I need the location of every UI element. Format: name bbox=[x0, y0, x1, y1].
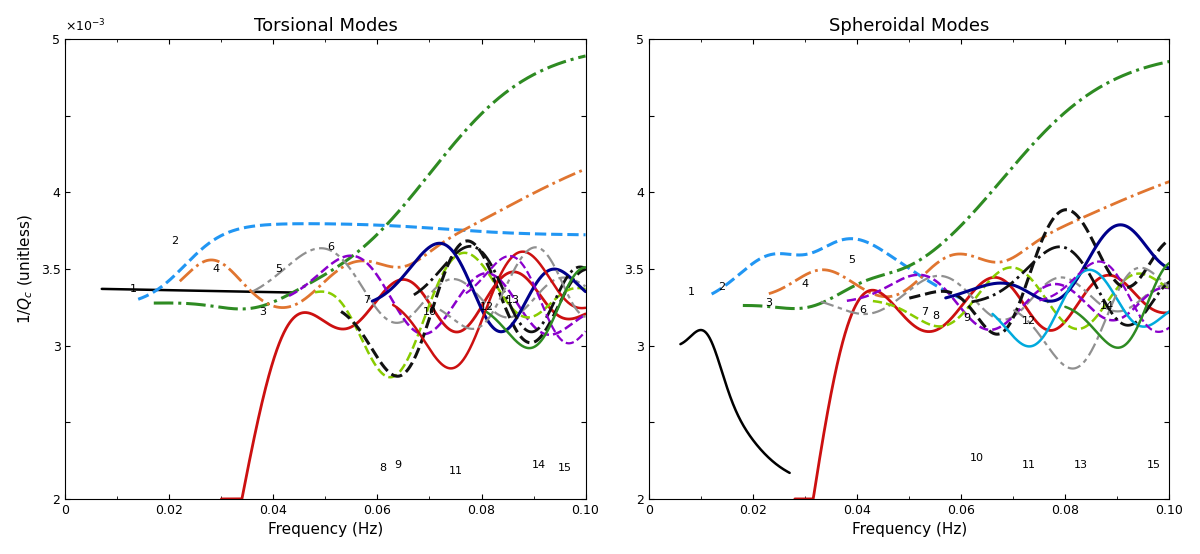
Text: 6: 6 bbox=[859, 305, 866, 315]
Text: 15: 15 bbox=[1147, 460, 1160, 470]
Text: 2: 2 bbox=[172, 237, 178, 247]
Title: Spheroidal Modes: Spheroidal Modes bbox=[829, 17, 990, 35]
Title: Torsional Modes: Torsional Modes bbox=[253, 17, 397, 35]
Text: 13: 13 bbox=[1074, 460, 1088, 470]
Text: 10: 10 bbox=[422, 307, 437, 317]
Text: 5: 5 bbox=[848, 255, 856, 265]
Text: 4: 4 bbox=[212, 264, 220, 274]
Text: 7: 7 bbox=[364, 295, 371, 305]
Text: 3: 3 bbox=[259, 307, 266, 317]
Text: 11: 11 bbox=[1022, 460, 1036, 470]
Text: 14: 14 bbox=[532, 460, 546, 470]
Text: 1: 1 bbox=[688, 287, 695, 297]
Text: 8: 8 bbox=[379, 463, 386, 473]
Text: 12: 12 bbox=[1022, 316, 1036, 326]
Text: $\times10^{-3}$: $\times10^{-3}$ bbox=[65, 18, 106, 34]
Text: 2: 2 bbox=[719, 283, 726, 293]
Text: 11: 11 bbox=[449, 466, 462, 476]
Text: 5: 5 bbox=[275, 264, 282, 274]
Text: 9: 9 bbox=[962, 313, 970, 323]
Text: 12: 12 bbox=[480, 302, 493, 312]
Y-axis label: 1/$Q_c$ (unitless): 1/$Q_c$ (unitless) bbox=[17, 214, 35, 324]
Text: 15: 15 bbox=[558, 463, 571, 473]
X-axis label: Frequency (Hz): Frequency (Hz) bbox=[268, 522, 383, 537]
Text: 8: 8 bbox=[931, 311, 938, 321]
Text: 6: 6 bbox=[328, 243, 334, 253]
Text: 9: 9 bbox=[395, 460, 402, 470]
Text: 4: 4 bbox=[802, 279, 809, 289]
Text: 13: 13 bbox=[505, 295, 520, 305]
Text: 1: 1 bbox=[130, 284, 137, 294]
Text: 10: 10 bbox=[970, 453, 984, 463]
Text: 3: 3 bbox=[766, 297, 773, 307]
Text: 14: 14 bbox=[1100, 301, 1114, 311]
X-axis label: Frequency (Hz): Frequency (Hz) bbox=[852, 522, 967, 537]
Text: 7: 7 bbox=[922, 307, 929, 317]
